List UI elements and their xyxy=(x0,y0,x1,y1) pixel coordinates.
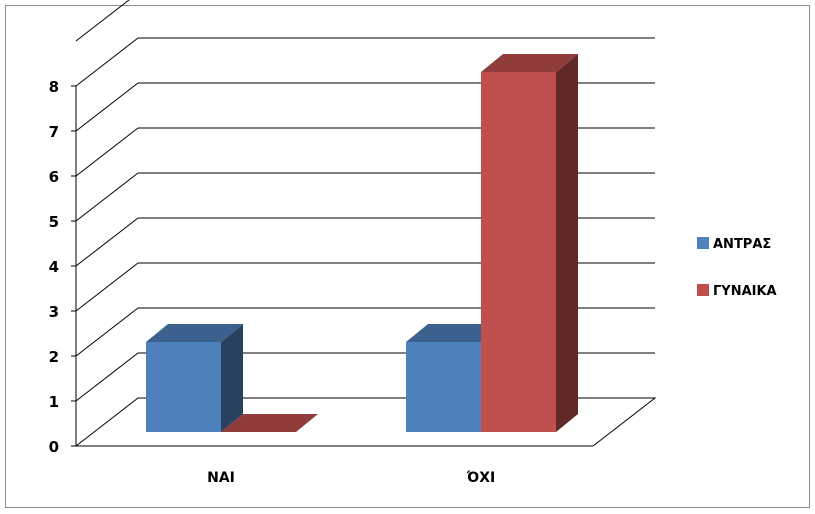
gridline-diagonal xyxy=(75,352,139,402)
bar-side xyxy=(556,54,578,432)
floor-outline xyxy=(75,397,657,447)
bar-front xyxy=(406,342,481,432)
bar-side xyxy=(221,324,243,432)
y-tick-label: 1 xyxy=(49,393,59,411)
legend-swatch xyxy=(697,284,709,296)
gridline-diagonal xyxy=(75,82,139,132)
bar-front xyxy=(481,72,556,432)
y-tick-label: 6 xyxy=(49,168,59,186)
x-category-label: NAI xyxy=(207,470,235,486)
gridline-diagonal xyxy=(75,37,139,87)
bar-top xyxy=(221,414,318,432)
y-tick-label: 2 xyxy=(49,348,59,366)
y-tick-label: 8 xyxy=(49,78,59,96)
gridline-diagonal xyxy=(75,172,139,222)
legend-label: ΑΝΤΡΑΣ xyxy=(713,237,771,252)
gridline-diagonal xyxy=(75,307,139,357)
legend-label: ΓΥΝΑΙΚΑ xyxy=(713,284,777,299)
y-tick-label: 4 xyxy=(49,258,59,276)
y-tick-label: 3 xyxy=(49,303,59,321)
bar-top xyxy=(406,324,503,342)
y-tick-label: 5 xyxy=(49,213,59,231)
y-axis-ticks: 0 1 2 3 4 5 6 7 8 xyxy=(49,78,59,456)
x-category-label: ΌΧΙ xyxy=(466,470,495,486)
bar-top xyxy=(146,324,243,342)
gridline-diagonal xyxy=(75,0,130,42)
bars xyxy=(146,54,578,432)
gridline-diagonal xyxy=(75,262,139,312)
legend: ΑΝΤΡΑΣ ΓΥΝΑΙΚΑ xyxy=(697,237,777,299)
bar-front xyxy=(146,342,221,432)
y-tick-label: 0 xyxy=(49,438,59,456)
x-axis-categories: NAI ΌΧΙ xyxy=(207,470,495,486)
axes xyxy=(71,85,657,447)
gridline-diagonal xyxy=(75,127,139,177)
y-tick-label: 7 xyxy=(49,123,59,141)
gridline-diagonal xyxy=(75,217,139,267)
legend-swatch xyxy=(697,237,709,249)
bar-top xyxy=(481,54,578,72)
